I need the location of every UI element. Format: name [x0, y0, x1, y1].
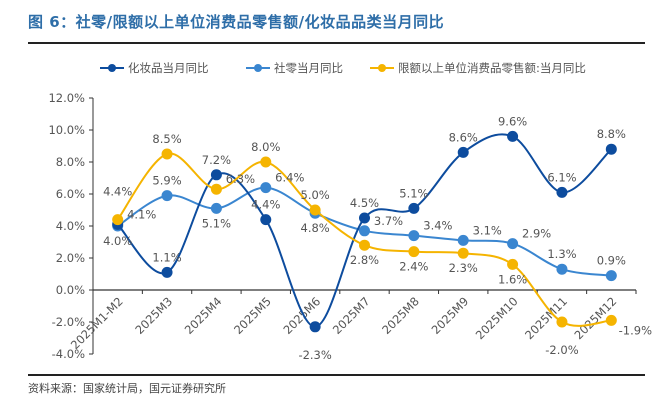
data-point [112, 214, 124, 226]
data-label: 6.3% [226, 172, 255, 186]
data-point [210, 169, 222, 181]
data-point [210, 202, 222, 214]
data-label: 4.4% [103, 185, 132, 199]
data-point [507, 258, 519, 270]
x-tick-label: 2025M7 [330, 294, 373, 337]
data-label: 5.0% [301, 188, 330, 202]
y-tick-label: 2.0% [56, 251, 85, 265]
data-point [359, 239, 370, 251]
data-point [161, 148, 173, 160]
data-label: 8.0% [251, 140, 280, 154]
x-tick-label: 2025M10 [473, 294, 521, 342]
data-point [605, 314, 617, 326]
data-label: -1.9% [619, 323, 652, 337]
data-label: 4.4% [251, 198, 280, 212]
data-label: 3.7% [374, 214, 403, 228]
data-label: 6.4% [275, 171, 304, 185]
data-point [161, 266, 173, 278]
data-label: 0.9% [597, 254, 626, 268]
x-tick-label: 2025M4 [182, 294, 225, 337]
data-point [260, 156, 272, 168]
data-label: 4.0% [103, 234, 132, 248]
series-line [116, 152, 612, 327]
data-point [507, 238, 519, 250]
x-tick-label: 2025M5 [231, 294, 274, 337]
source-note: 资料来源：国家统计局，国元证券研究所 [28, 382, 226, 395]
data-point [408, 246, 420, 258]
y-tick-label: 4.0% [56, 219, 85, 233]
legend-marker [378, 64, 386, 72]
y-tick-label: 10.0% [48, 123, 85, 137]
y-tick-label: 8.0% [56, 155, 85, 169]
legend-marker [254, 64, 262, 72]
data-point [408, 202, 420, 214]
legend-label: 社零当月同比 [274, 61, 343, 75]
y-tick-label: 6.0% [56, 187, 85, 201]
y-tick-label: 12.0% [48, 91, 85, 105]
data-label: 2.8% [350, 253, 379, 267]
legend-label: 限额以上单位消费品零售额:当月同比 [398, 61, 586, 75]
data-point [457, 234, 469, 246]
data-point [556, 263, 568, 275]
data-point [260, 214, 272, 226]
data-label: 6.1% [547, 170, 576, 184]
data-label: 5.1% [399, 186, 428, 200]
data-point [260, 182, 272, 194]
figure-title: 图 6：社零/限额以上单位消费品零售额/化妆品品类当月同比 [28, 13, 445, 31]
data-label: 8.6% [449, 130, 478, 144]
data-label: 5.1% [202, 216, 231, 230]
data-point [161, 190, 173, 202]
data-point [309, 204, 321, 216]
data-point [359, 225, 370, 237]
data-label: 4.1% [127, 207, 156, 221]
data-point [408, 230, 420, 242]
series-line [116, 133, 613, 328]
y-tick-label: -4.0% [52, 347, 85, 361]
y-tick-label: -2.0% [52, 315, 85, 329]
data-point [210, 183, 222, 195]
x-tick-label: 2025M9 [429, 294, 472, 337]
data-point [359, 212, 370, 224]
divider [28, 42, 645, 44]
data-label: 8.8% [597, 127, 626, 141]
data-label: 2.9% [522, 227, 551, 241]
x-tick-label: 2025M3 [132, 294, 175, 337]
legend-marker [108, 64, 116, 72]
data-point [556, 186, 568, 198]
data-label: -2.0% [545, 343, 578, 357]
data-label: 2.3% [449, 261, 478, 275]
data-label: 4.5% [350, 196, 379, 210]
data-label: 1.6% [498, 272, 527, 286]
data-label: 3.1% [473, 223, 502, 237]
data-label: 1.3% [547, 247, 576, 261]
data-label: 2.4% [399, 260, 428, 274]
data-point [605, 143, 617, 155]
x-tick-label: 2025M8 [379, 294, 422, 337]
data-label: 4.8% [301, 221, 330, 235]
data-label: 7.2% [202, 153, 231, 167]
data-point [457, 146, 469, 158]
data-label: 1.1% [152, 250, 181, 264]
data-label: -2.3% [298, 348, 331, 362]
y-tick-label: 0.0% [56, 283, 85, 297]
data-label: 9.6% [498, 114, 527, 128]
data-point [605, 270, 617, 282]
data-point [309, 321, 321, 333]
data-label: 8.5% [152, 132, 181, 146]
legend-label: 化妆品当月同比 [128, 61, 209, 75]
data-point [457, 247, 469, 259]
data-point [507, 130, 519, 142]
data-label: 3.4% [423, 219, 452, 233]
data-point [556, 316, 568, 328]
divider [28, 374, 645, 376]
data-label: 5.9% [152, 174, 181, 188]
